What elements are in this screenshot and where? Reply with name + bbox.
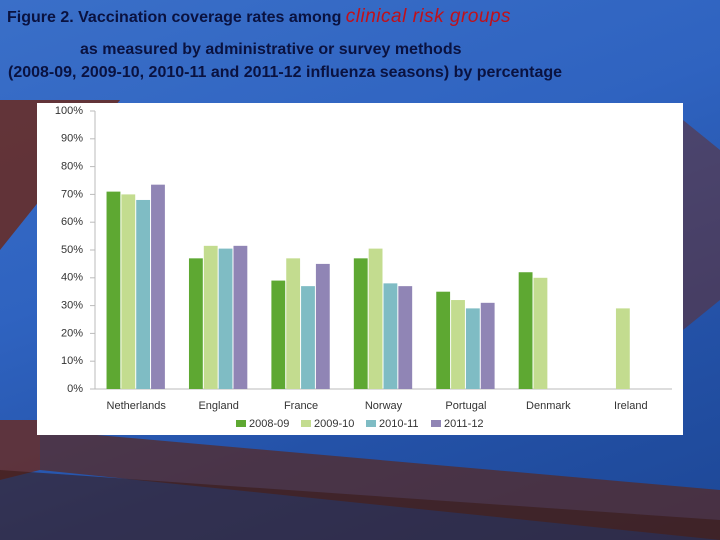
bar [188,258,203,389]
y-tick-label: 60% [61,216,83,228]
bar [136,199,151,389]
bar [286,258,301,389]
x-tick-label: Ireland [614,400,648,412]
bar [121,194,136,389]
legend-label: 2009-10 [314,418,354,430]
title-line: Figure 2. Vaccination coverage rates amo… [7,6,720,28]
x-tick-label: Portugal [445,400,486,412]
bar [233,245,248,389]
bar [465,308,480,389]
y-tick-label: 80% [61,161,83,173]
title: Figure 2. Vaccination coverage rates amo… [7,9,342,26]
legend-swatch [431,420,441,427]
bar [368,248,383,389]
legend-swatch [301,420,311,427]
bar [315,263,330,389]
x-tick-label: Norway [365,400,403,412]
x-tick-label: Netherlands [107,400,167,412]
legend-label: 2010-11 [379,418,419,430]
y-tick-label: 20% [61,327,83,339]
y-tick-label: 90% [61,133,83,145]
bar [615,308,630,389]
bar [451,300,465,389]
legend-label: 2008-09 [249,418,289,430]
bar [383,283,398,389]
legend-swatch [366,420,376,427]
y-tick-label: 10% [61,355,83,367]
legend-swatch [236,420,246,427]
x-tick-label: Denmark [526,400,571,412]
y-tick-label: 30% [61,300,83,312]
bar [203,245,218,389]
y-tick-label: 70% [61,188,83,200]
bar [301,286,315,389]
subtitle: as measured by administrative or survey … [80,41,462,58]
subtitle: (2008-09, 2009-10, 2010-11 and 2011-12 i… [8,64,563,81]
y-tick-label: 40% [61,272,83,284]
bar [398,286,413,389]
bar [218,248,233,389]
bar [353,258,368,389]
bar [106,191,121,389]
bar [436,291,451,389]
title-highlight: clinical risk groups [345,6,512,27]
bar [271,280,286,389]
bar [480,302,495,389]
bar [518,272,533,389]
legend-label: 2011-12 [444,418,484,430]
x-tick-label: France [284,400,318,412]
y-tick-label: 50% [61,244,83,256]
x-tick-label: England [198,400,238,412]
bar [533,277,548,389]
y-tick-label: 100% [55,105,83,117]
y-tick-label: 0% [67,383,83,395]
bar [151,184,165,389]
